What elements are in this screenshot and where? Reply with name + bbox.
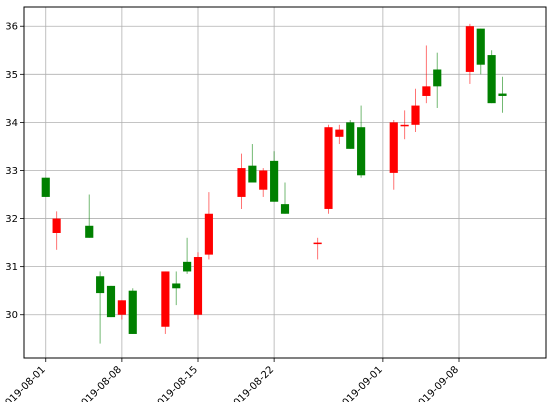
y-tick-label: 30 [5, 310, 18, 321]
candle-body-up [465, 26, 474, 72]
y-tick-label: 32 [5, 214, 18, 225]
candle-body-up [52, 218, 61, 233]
candle-body-down [280, 204, 290, 214]
candle-body-up [161, 271, 170, 327]
candle-body-down [487, 55, 496, 104]
candle-body-up [335, 129, 344, 137]
candle-body-up [389, 122, 398, 173]
candle-body-up [204, 213, 213, 255]
x-tick-label: 2019-08-01 [0, 364, 48, 402]
candle-body-down [357, 127, 366, 176]
y-tick-label: 36 [5, 22, 18, 33]
grid-lines [24, 7, 546, 358]
x-tick-label: 2019-09-01 [336, 364, 385, 402]
candle-body-up [313, 242, 322, 245]
candle-body-up [237, 168, 246, 197]
candle-body-down [433, 69, 442, 87]
y-tick-label: 35 [5, 70, 18, 81]
x-axis-ticks: 2019-08-01 2019-08-08 2019-08-15 2019-08-22… [0, 358, 461, 402]
candle-body-down [128, 290, 137, 334]
candle-body-down [172, 283, 181, 289]
plot-area-frame [23, 6, 547, 359]
candle-body-up [422, 86, 431, 96]
candle-bodies [41, 26, 507, 334]
candle-body-up [324, 127, 333, 209]
candle-body-down [96, 276, 105, 294]
x-tick-label: 2019-08-15 [151, 364, 200, 402]
y-tick-label: 31 [5, 262, 18, 273]
candle-body-up [400, 124, 409, 127]
candle-body-down [85, 225, 94, 238]
y-axis-ticks: 30 31 32 33 34 35 36 [5, 22, 24, 321]
candle-body-down [183, 261, 192, 272]
x-tick-label: 2019-09-08 [412, 364, 461, 402]
candle-body-down [498, 93, 507, 96]
y-tick-label: 34 [5, 118, 18, 129]
candle-body-up [193, 257, 203, 315]
candle-body-down [41, 177, 50, 197]
candle-body-down [106, 285, 116, 318]
x-tick-label: 2019-08-22 [227, 364, 276, 402]
y-tick-label: 33 [5, 166, 18, 177]
candle-body-up [411, 105, 420, 125]
x-tick-label: 2019-08-08 [75, 364, 124, 402]
candle-body-up [117, 300, 126, 315]
candle-body-up [259, 170, 268, 190]
candle-body-down [270, 160, 279, 202]
candle-body-down [248, 165, 257, 183]
candle-body-down [346, 122, 355, 149]
candle-body-down [476, 28, 485, 65]
